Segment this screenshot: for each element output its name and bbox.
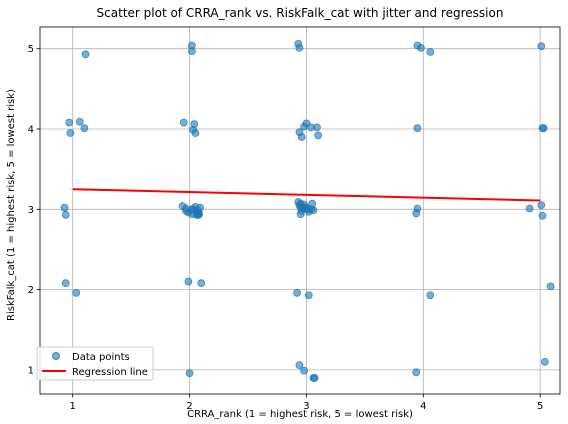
data-point: [525, 204, 534, 213]
data-point: [295, 361, 304, 369]
data-point: [301, 204, 310, 213]
x-ticks: 1 2 3 4 5: [70, 394, 543, 412]
y-tick-label: 3: [28, 205, 34, 216]
data-point: [75, 117, 84, 126]
data-point: [66, 129, 75, 137]
x-tick-label: 5: [537, 401, 543, 412]
data-point: [191, 129, 200, 137]
data-point: [426, 291, 435, 300]
data-point: [300, 366, 308, 375]
y-tick-label: 1: [28, 365, 34, 376]
regression-line: [72, 188, 541, 202]
legend-label-data-points: Data points: [72, 352, 130, 363]
data-point: [81, 50, 90, 59]
chart-title: Scatter plot of CRRA_rank vs. RiskFalk_c…: [97, 6, 504, 20]
data-point: [195, 209, 203, 218]
data-point: [417, 43, 425, 52]
data-point: [537, 42, 546, 51]
data-point: [188, 41, 196, 50]
data-point: [540, 357, 549, 366]
legend-marker-data-points: [52, 352, 60, 360]
x-axis-label: CRRA_rank (1 = highest risk, 5 = lowest …: [187, 409, 413, 420]
regression-layer: [72, 188, 541, 202]
y-tick-label: 5: [28, 44, 34, 55]
data-point: [297, 133, 306, 141]
data-point: [197, 279, 206, 288]
x-tick-label: 2: [186, 401, 192, 412]
data-point: [412, 209, 421, 218]
data-point: [304, 291, 313, 300]
x-tick-label: 1: [70, 401, 76, 412]
data-point: [80, 124, 89, 133]
data-point: [546, 282, 555, 291]
data-point: [293, 288, 301, 297]
data-point: [538, 124, 547, 133]
data-point: [72, 288, 81, 297]
data-point: [185, 369, 194, 378]
legend-label-regression-line: Regression line: [72, 367, 148, 378]
y-tick-label: 2: [28, 285, 34, 296]
points-layer: [60, 39, 555, 382]
legend: Data points Regression line: [36, 346, 154, 381]
y-axis-label: RiskFalk_cat (1 = highest risk, 5 = lowe…: [6, 89, 17, 321]
data-point: [314, 131, 323, 140]
data-point: [426, 47, 435, 56]
x-tick-label: 3: [303, 401, 309, 412]
data-point: [179, 118, 188, 127]
data-point: [412, 368, 421, 377]
data-point: [295, 43, 304, 52]
data-point: [310, 374, 319, 382]
plot-frame: [39, 26, 561, 395]
data-point: [188, 205, 196, 214]
data-point: [184, 277, 193, 286]
data-point: [61, 279, 70, 288]
data-point: [413, 124, 422, 133]
y-tick-label: 4: [28, 124, 34, 135]
data-point: [61, 211, 70, 219]
data-point: [313, 123, 321, 132]
data-point: [65, 118, 74, 127]
data-point: [538, 211, 547, 220]
x-tick-label: 4: [420, 401, 426, 412]
data-point: [60, 203, 69, 212]
data-point: [537, 201, 546, 210]
